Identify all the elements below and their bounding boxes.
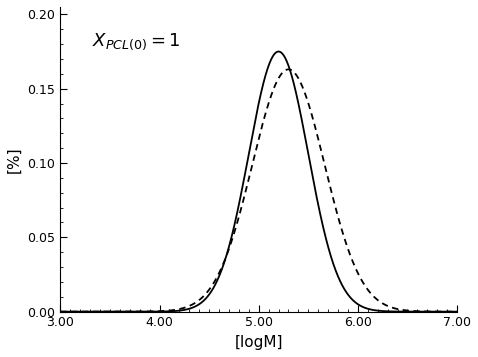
Y-axis label: [%]: [%] bbox=[7, 146, 22, 172]
Text: $X_{PCL(0)}=1$: $X_{PCL(0)}=1$ bbox=[92, 31, 181, 52]
X-axis label: [logM]: [logM] bbox=[234, 335, 283, 350]
